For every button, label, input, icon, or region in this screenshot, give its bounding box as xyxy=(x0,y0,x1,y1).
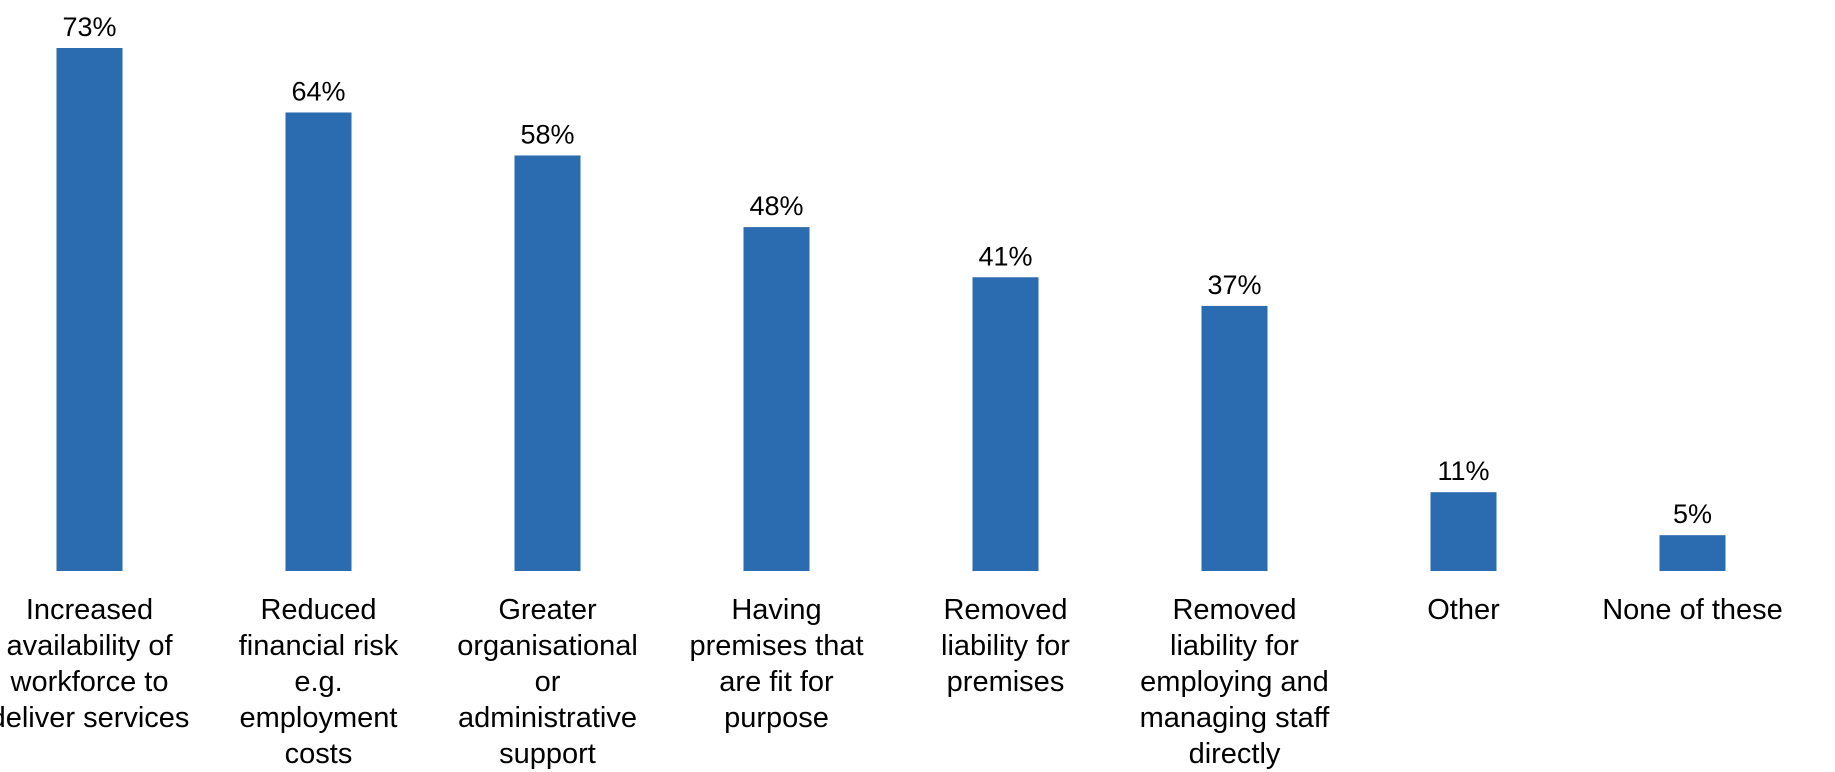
bar-2 xyxy=(514,155,581,571)
category-label-2-line-0: Greater xyxy=(498,594,597,626)
data-label-3: 48% xyxy=(749,191,803,221)
category-label-0-line-3: deliver services xyxy=(0,702,189,734)
bar-0 xyxy=(56,48,123,571)
category-label-2-line-1: organisational xyxy=(457,630,638,662)
category-label-3-line-2: are fit for xyxy=(719,666,834,698)
category-label-3-line-0: Having xyxy=(731,594,821,626)
category-label-0-line-1: availability of xyxy=(6,630,173,662)
category-label-2-line-2: or xyxy=(535,666,561,698)
category-label-5-line-2: employing and xyxy=(1140,666,1329,698)
category-label-5-line-3: managing staff xyxy=(1140,702,1331,734)
data-label-1: 64% xyxy=(291,76,345,106)
category-label-6-line-0: Other xyxy=(1427,594,1500,626)
data-label-4: 41% xyxy=(978,241,1032,271)
data-label-0: 73% xyxy=(62,12,116,42)
category-label-1-line-3: employment xyxy=(240,702,398,734)
category-label-3-line-3: purpose xyxy=(724,702,829,734)
category-label-1-line-4: costs xyxy=(285,738,353,770)
category-label-1-line-0: Reduced xyxy=(260,594,376,626)
category-label-1-line-2: e.g. xyxy=(294,666,342,698)
category-label-4-line-0: Removed xyxy=(943,594,1067,626)
category-label-4-line-2: premises xyxy=(947,666,1065,698)
category-label-3-line-1: premises that xyxy=(689,630,863,662)
data-label-2: 58% xyxy=(520,119,574,149)
bar-6 xyxy=(1430,492,1497,571)
category-label-0-line-0: Increased xyxy=(26,594,153,626)
category-label-4-line-1: liability for xyxy=(941,630,1070,662)
category-label-2-line-4: support xyxy=(499,738,596,770)
category-label-0-line-2: workforce to xyxy=(10,666,169,698)
category-label-2-line-3: administrative xyxy=(458,702,637,734)
category-label-5-line-0: Removed xyxy=(1172,594,1296,626)
bar-3 xyxy=(743,227,810,571)
bar-4 xyxy=(972,277,1039,571)
bar-7 xyxy=(1659,535,1726,571)
data-label-6: 11% xyxy=(1437,456,1489,486)
bar-5 xyxy=(1201,305,1268,571)
category-label-7-line-0: None of these xyxy=(1602,594,1783,626)
category-label-1-line-1: financial risk xyxy=(239,630,399,662)
bar-1 xyxy=(285,112,352,571)
category-label-5-line-1: liability for xyxy=(1170,630,1299,662)
category-label-5-line-4: directly xyxy=(1189,738,1281,770)
data-label-5: 37% xyxy=(1207,270,1261,300)
data-label-7: 5% xyxy=(1673,499,1712,529)
